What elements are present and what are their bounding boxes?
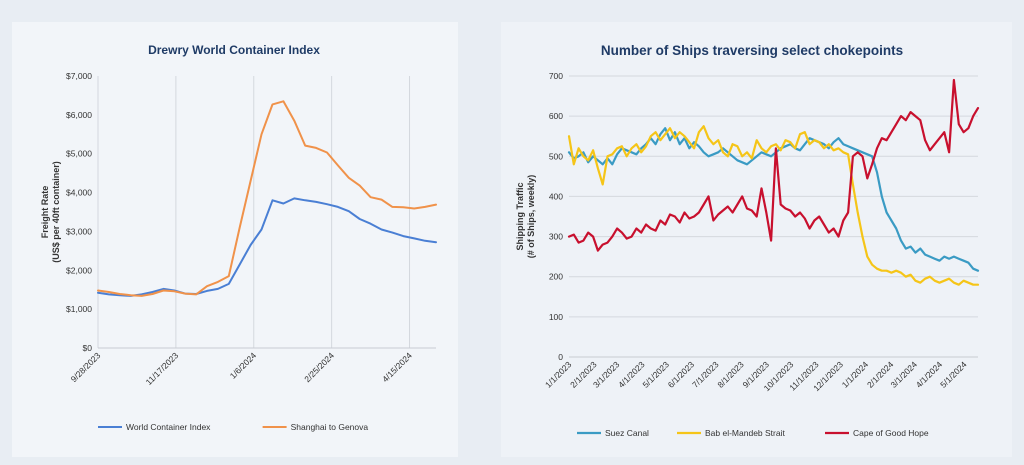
y-tick-label: 700 (549, 71, 563, 81)
y-tick-label: 500 (549, 151, 563, 161)
x-tick-label: 1/6/2024 (228, 350, 259, 381)
x-tick-label: 4/15/2024 (380, 350, 414, 384)
chokepoints-chart-panel: Number of Ships traversing select chokep… (501, 22, 1012, 457)
x-tick-label: 5/1/2024 (938, 359, 969, 390)
x-tick-label: 1/1/2023 (543, 359, 574, 390)
y-tick-label: 0 (558, 352, 563, 362)
y-tick-label: $6,000 (66, 110, 92, 120)
y-tick-label: $1,000 (66, 304, 92, 314)
legend-label: Bab el-Mandeb Strait (705, 428, 785, 438)
y-tick-label: $0 (83, 343, 93, 353)
y-tick-label: $2,000 (66, 265, 92, 275)
y-tick-label: 400 (549, 191, 563, 201)
y-tick-label: $5,000 (66, 149, 92, 159)
series-line-bab-el-mandeb-strait (567, 125, 980, 286)
legend-label: World Container Index (126, 422, 211, 432)
y-tick-label: 100 (549, 312, 563, 322)
chart-title: Drewry World Container Index (148, 43, 320, 57)
x-tick-label: 2/25/2024 (302, 350, 336, 384)
chart-title: Number of Ships traversing select chokep… (601, 43, 903, 58)
y-axis-label: (# of Ships, weekly) (526, 175, 536, 259)
y-tick-label: 200 (549, 272, 563, 282)
y-tick-label: $7,000 (66, 71, 92, 81)
y-tick-label: $3,000 (66, 226, 92, 236)
series-line-suez-canal (567, 127, 980, 272)
legend-label: Cape of Good Hope (853, 428, 929, 438)
series-line-shanghai-to-genova (97, 100, 437, 297)
series-line-world-container-index (97, 197, 437, 297)
y-tick-label: $4,000 (66, 188, 92, 198)
y-axis-label: Freight Rate (40, 186, 50, 239)
wci-chart-panel: Drewry World Container Index $0 $1,000 $2,0… (12, 22, 458, 457)
wci-chart: Drewry World Container Index $0 $1,000 $2,0… (40, 43, 437, 432)
x-tick-label: 9/28/2023 (69, 350, 103, 384)
x-tick-label: 1/1/2024 (840, 359, 871, 390)
y-tick-label: 300 (549, 232, 563, 242)
x-tick-label: 5/1/2023 (641, 359, 672, 390)
legend-label: Suez Canal (605, 428, 649, 438)
x-tick-label: 8/1/2023 (715, 359, 746, 390)
x-tick-label: 7/1/2023 (690, 359, 721, 390)
series-line-cape-of-good-hope (567, 78, 980, 252)
y-tick-label: 600 (549, 111, 563, 121)
y-axis-label: (US$ per 40ft container) (51, 161, 61, 263)
legend-label: Shanghai to Genova (291, 422, 369, 432)
x-tick-label: 3/1/2024 (889, 359, 920, 390)
y-axis-label: Shipping Traffic (515, 182, 525, 250)
x-tick-label: 11/17/2023 (144, 350, 181, 387)
chokepoints-chart: Number of Ships traversing select chokep… (515, 43, 980, 438)
